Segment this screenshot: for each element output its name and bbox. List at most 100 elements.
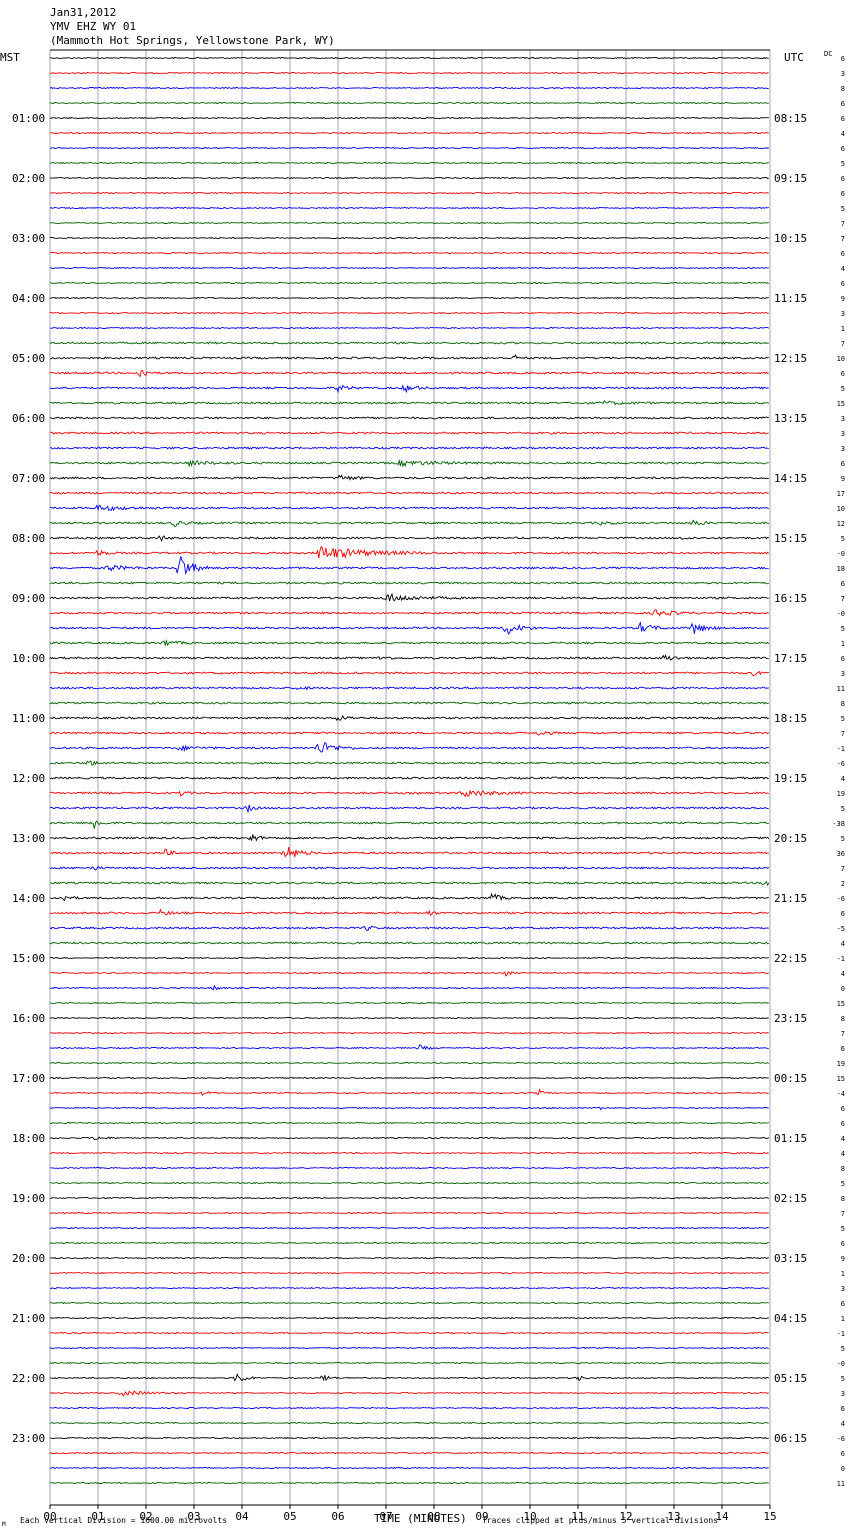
trace-68 bbox=[49, 1076, 769, 1080]
dc-offset-value: 4 bbox=[841, 265, 845, 273]
dc-offset-value: 4 bbox=[841, 775, 845, 783]
dc-offset-value: 5 bbox=[841, 205, 845, 213]
left-hour-label: 20:00 bbox=[12, 1252, 45, 1265]
dc-offset-value: -38 bbox=[832, 820, 845, 828]
dc-label: DC bbox=[824, 50, 832, 58]
trace-10 bbox=[49, 206, 769, 210]
dc-offset-value: 5 bbox=[841, 535, 845, 543]
x-tick-label: 04 bbox=[235, 1510, 249, 1523]
trace-16 bbox=[49, 296, 769, 300]
left-hour-label: 19:00 bbox=[12, 1192, 45, 1205]
trace-47 bbox=[49, 760, 770, 766]
trace-9 bbox=[49, 191, 770, 195]
dc-offset-value: 7 bbox=[841, 340, 845, 348]
trace-71 bbox=[49, 1121, 769, 1125]
right-hour-label: 05:15 bbox=[774, 1372, 807, 1385]
x-tick-label: 00 bbox=[43, 1510, 56, 1523]
trace-19 bbox=[49, 341, 769, 345]
dc-offset-value: -4 bbox=[837, 1090, 845, 1098]
dc-offset-value: 8 bbox=[841, 1165, 845, 1173]
right-hour-label: 20:15 bbox=[774, 832, 807, 845]
trace-57 bbox=[49, 908, 769, 916]
dc-offset-value: 6 bbox=[841, 580, 845, 588]
trace-84 bbox=[49, 1316, 769, 1320]
dc-offset-value: 6 bbox=[841, 55, 845, 63]
x-tick-label: 12 bbox=[619, 1510, 632, 1523]
trace-54 bbox=[49, 865, 770, 871]
dc-offset-value: 6 bbox=[841, 370, 845, 378]
trace-34 bbox=[49, 556, 769, 576]
x-tick-label: 08 bbox=[427, 1510, 440, 1523]
right-hour-label: 11:15 bbox=[774, 292, 807, 305]
dc-offset-value: 6 bbox=[841, 280, 845, 288]
right-hour-label: 06:15 bbox=[774, 1432, 807, 1445]
left-hour-label: 10:00 bbox=[12, 652, 45, 665]
dc-offset-value: 6 bbox=[841, 175, 845, 183]
dc-offset-value: 18 bbox=[837, 565, 845, 573]
clip-note: Traces clipped at plus/minus 5 vertical … bbox=[482, 1516, 718, 1525]
trace-52 bbox=[49, 834, 770, 842]
trace-48 bbox=[49, 776, 769, 780]
x-tick-label: 15 bbox=[763, 1510, 776, 1523]
dc-offset-value: 19 bbox=[837, 790, 845, 798]
right-hour-label: 17:15 bbox=[774, 652, 807, 665]
trace-63 bbox=[49, 1001, 769, 1005]
right-axis-label: UTC bbox=[784, 51, 804, 64]
right-hour-label: 22:15 bbox=[774, 952, 807, 965]
dc-offset-value: 4 bbox=[841, 970, 845, 978]
dc-offset-value: 7 bbox=[841, 220, 845, 228]
dc-offset-value: 0 bbox=[841, 985, 845, 993]
trace-41 bbox=[49, 670, 769, 677]
right-hour-label: 18:15 bbox=[774, 712, 807, 725]
dc-offset-value: 4 bbox=[841, 130, 845, 138]
x-tick-label: 01 bbox=[91, 1510, 104, 1523]
trace-59 bbox=[49, 941, 769, 945]
dc-offset-value: 7 bbox=[841, 730, 845, 738]
trace-51 bbox=[49, 820, 769, 829]
left-hour-label: 16:00 bbox=[12, 1012, 45, 1025]
dc-offset-value: 36 bbox=[837, 850, 845, 858]
dc-offset-value: 1 bbox=[841, 1270, 845, 1278]
dc-offset-value: 3 bbox=[841, 310, 845, 318]
left-hour-label: 12:00 bbox=[12, 772, 45, 785]
x-tick-label: 07 bbox=[379, 1510, 392, 1523]
left-hour-label: 09:00 bbox=[12, 592, 45, 605]
right-hour-label: 21:15 bbox=[774, 892, 807, 905]
station-location: (Mammoth Hot Springs, Yellowstone Park, … bbox=[50, 34, 335, 47]
trace-50 bbox=[49, 804, 769, 814]
trace-35 bbox=[49, 581, 769, 585]
trace-53 bbox=[49, 846, 769, 858]
left-hour-labels: 01:00 02:00 03:00 04:00 05:00 06:00 07:00 08:00… bbox=[12, 112, 45, 1445]
trace-6 bbox=[49, 146, 770, 150]
trace-56 bbox=[49, 892, 769, 902]
trace-44 bbox=[49, 714, 770, 722]
dc-offset-value: 7 bbox=[841, 595, 845, 603]
right-hour-label: 15:15 bbox=[774, 532, 807, 545]
right-hour-label: 09:15 bbox=[774, 172, 807, 185]
trace-5 bbox=[49, 131, 769, 135]
dc-offset-value: 8 bbox=[841, 85, 845, 93]
right-hour-label: 23:15 bbox=[774, 1012, 807, 1025]
dc-offset-value: 5 bbox=[841, 385, 845, 393]
dc-offset-value: -1 bbox=[837, 955, 845, 963]
dc-offset-value: -0 bbox=[837, 610, 845, 618]
dc-offset-value: 7 bbox=[841, 1030, 845, 1038]
dc-offset-value: 5 bbox=[841, 1225, 845, 1233]
trace-79 bbox=[49, 1241, 769, 1245]
x-tick-label: 06 bbox=[331, 1510, 344, 1523]
x-tick-label: 09 bbox=[475, 1510, 488, 1523]
dc-offset-column: 63866465665776469317106515333691710125-0… bbox=[832, 55, 845, 1488]
trace-1 bbox=[49, 71, 769, 75]
left-hour-label: 17:00 bbox=[12, 1072, 45, 1085]
trace-30 bbox=[49, 504, 770, 512]
dc-offset-value: 7 bbox=[841, 235, 845, 243]
trace-4 bbox=[49, 116, 769, 120]
trace-12 bbox=[49, 236, 769, 240]
trace-90 bbox=[49, 1406, 770, 1410]
left-hour-label: 22:00 bbox=[12, 1372, 45, 1385]
dc-offset-value: 5 bbox=[841, 715, 845, 723]
dc-offset-value: 9 bbox=[841, 475, 845, 483]
corner-mark: M bbox=[2, 1521, 6, 1528]
trace-14 bbox=[49, 266, 769, 270]
